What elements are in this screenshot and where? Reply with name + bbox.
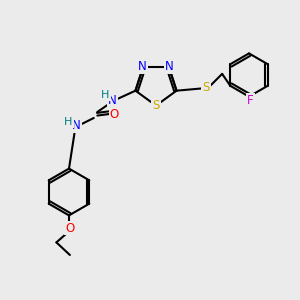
Text: N: N <box>138 60 147 73</box>
Text: H: H <box>101 91 110 100</box>
Text: O: O <box>110 108 119 121</box>
Text: S: S <box>202 81 210 94</box>
Text: F: F <box>247 94 254 107</box>
Text: O: O <box>65 221 74 235</box>
Text: S: S <box>152 99 160 112</box>
Text: N: N <box>72 119 81 132</box>
Text: N: N <box>165 60 174 73</box>
Text: H: H <box>64 117 73 127</box>
Text: N: N <box>108 94 117 107</box>
